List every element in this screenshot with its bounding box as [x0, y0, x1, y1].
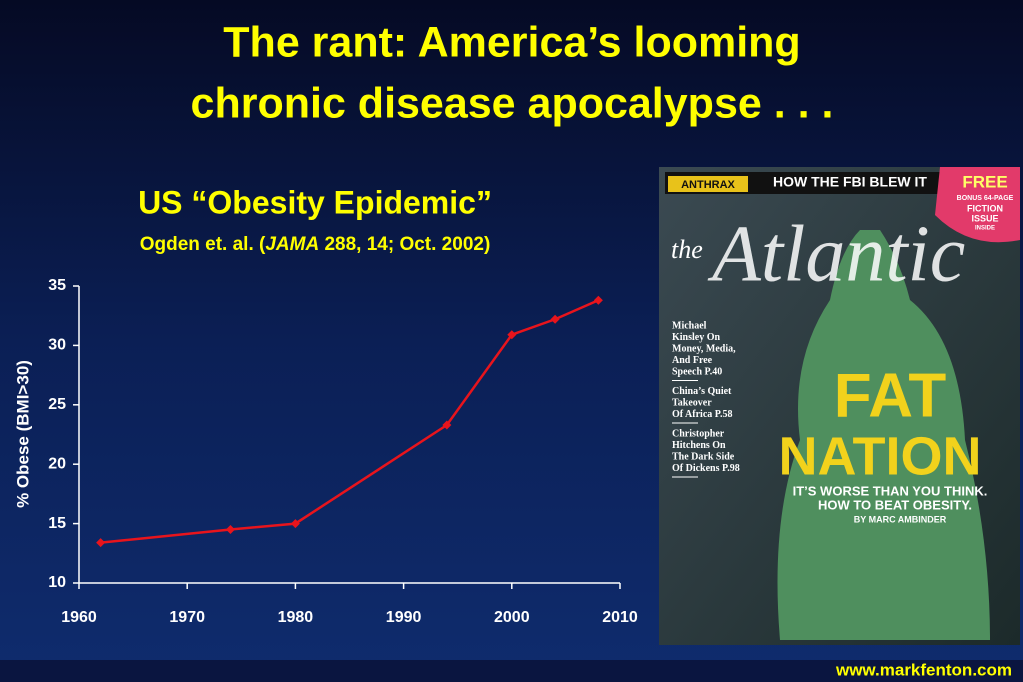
data-point [550, 314, 560, 324]
x-tick-label: 1960 [61, 609, 97, 626]
x-tick-label: 2010 [602, 609, 638, 626]
data-point [442, 420, 452, 430]
x-tick-label: 1980 [278, 609, 314, 626]
subtitle-part: JAMA [265, 234, 319, 255]
cover-text: Of Africa P.58 [672, 409, 732, 420]
y-axis-label: % Obese (BMI>30) [13, 360, 32, 508]
cover-text: Atlantic [707, 210, 965, 298]
cover-text: FAT [834, 361, 947, 430]
magazine-cover: ANTHRAX HOW THE FBI BLEW IT FREE BONUS 6… [659, 167, 1020, 645]
chart-subtitle: Ogden et. al. (JAMA 288, 14; Oct. 2002) [140, 234, 491, 255]
cover-text: And Free [672, 355, 713, 366]
x-tick-label: 1970 [169, 609, 205, 626]
statue [777, 230, 990, 640]
y-tick-label: 10 [48, 574, 66, 591]
banner-tag [668, 176, 748, 192]
cover-text: the [671, 235, 703, 264]
data-point [593, 295, 603, 305]
cover-text: FREE [962, 172, 1007, 191]
cover-text: HOW TO BEAT OBESITY. [818, 497, 972, 512]
cover-text: Michael [672, 320, 707, 331]
data-point [225, 525, 235, 535]
cover-text: FICTION [967, 203, 1003, 213]
x-tick-label: 2000 [494, 609, 530, 626]
cover-text: BY MARC AMBINDER [854, 514, 947, 524]
cover-text: The Dark Side [672, 451, 735, 462]
cover-text: Takeover [672, 397, 712, 408]
cover-text: NATION [779, 426, 982, 486]
x-tick-label: 1990 [386, 609, 422, 626]
cover-text: IT’S WORSE THAN YOU THINK. [793, 483, 988, 498]
cover-text: Money, Media, [672, 343, 736, 354]
plot: 10 15 20 25 30 35 1960 1970 1980 1990 2000 2010 [48, 277, 638, 626]
cover-text: China’s Quiet [672, 386, 732, 397]
subtitle-part: Ogden et. al. ( [140, 234, 266, 255]
slide-title: chronic disease apocalypse . . . [191, 79, 834, 127]
cover-text: ISSUE [971, 213, 998, 223]
y-tick-label: 35 [48, 277, 66, 294]
cover-text: Kinsley On [672, 332, 721, 343]
data-point [290, 519, 300, 529]
chart-title: US “Obesity Epidemic” [138, 184, 492, 220]
cover-text: Of Dickens P.98 [672, 463, 740, 474]
y-tick-label: 30 [48, 337, 66, 354]
cover-text: Speech P.40 [672, 366, 722, 377]
cover-text: Hitchens On [672, 440, 726, 451]
cover-text: Christopher [672, 428, 725, 439]
data-point [96, 538, 106, 548]
y-tick-label: 20 [48, 455, 66, 472]
cover-text: HOW THE FBI BLEW IT [773, 174, 927, 190]
free-badge [935, 167, 1020, 243]
footer-band [0, 660, 1023, 682]
cover-text: ANTHRAX [681, 179, 735, 191]
y-tick-label: 15 [48, 515, 66, 532]
y-tick-label: 25 [48, 396, 66, 413]
subtitle-part: 288, 14; Oct. 2002) [319, 234, 490, 255]
slide-title: The rant: America’s looming [223, 18, 800, 66]
cover-text: INSIDE [975, 226, 995, 232]
cover-text: BONUS 64-PAGE [957, 195, 1014, 202]
data-point [507, 330, 517, 340]
footer: www.markfenton.com [835, 660, 1012, 679]
